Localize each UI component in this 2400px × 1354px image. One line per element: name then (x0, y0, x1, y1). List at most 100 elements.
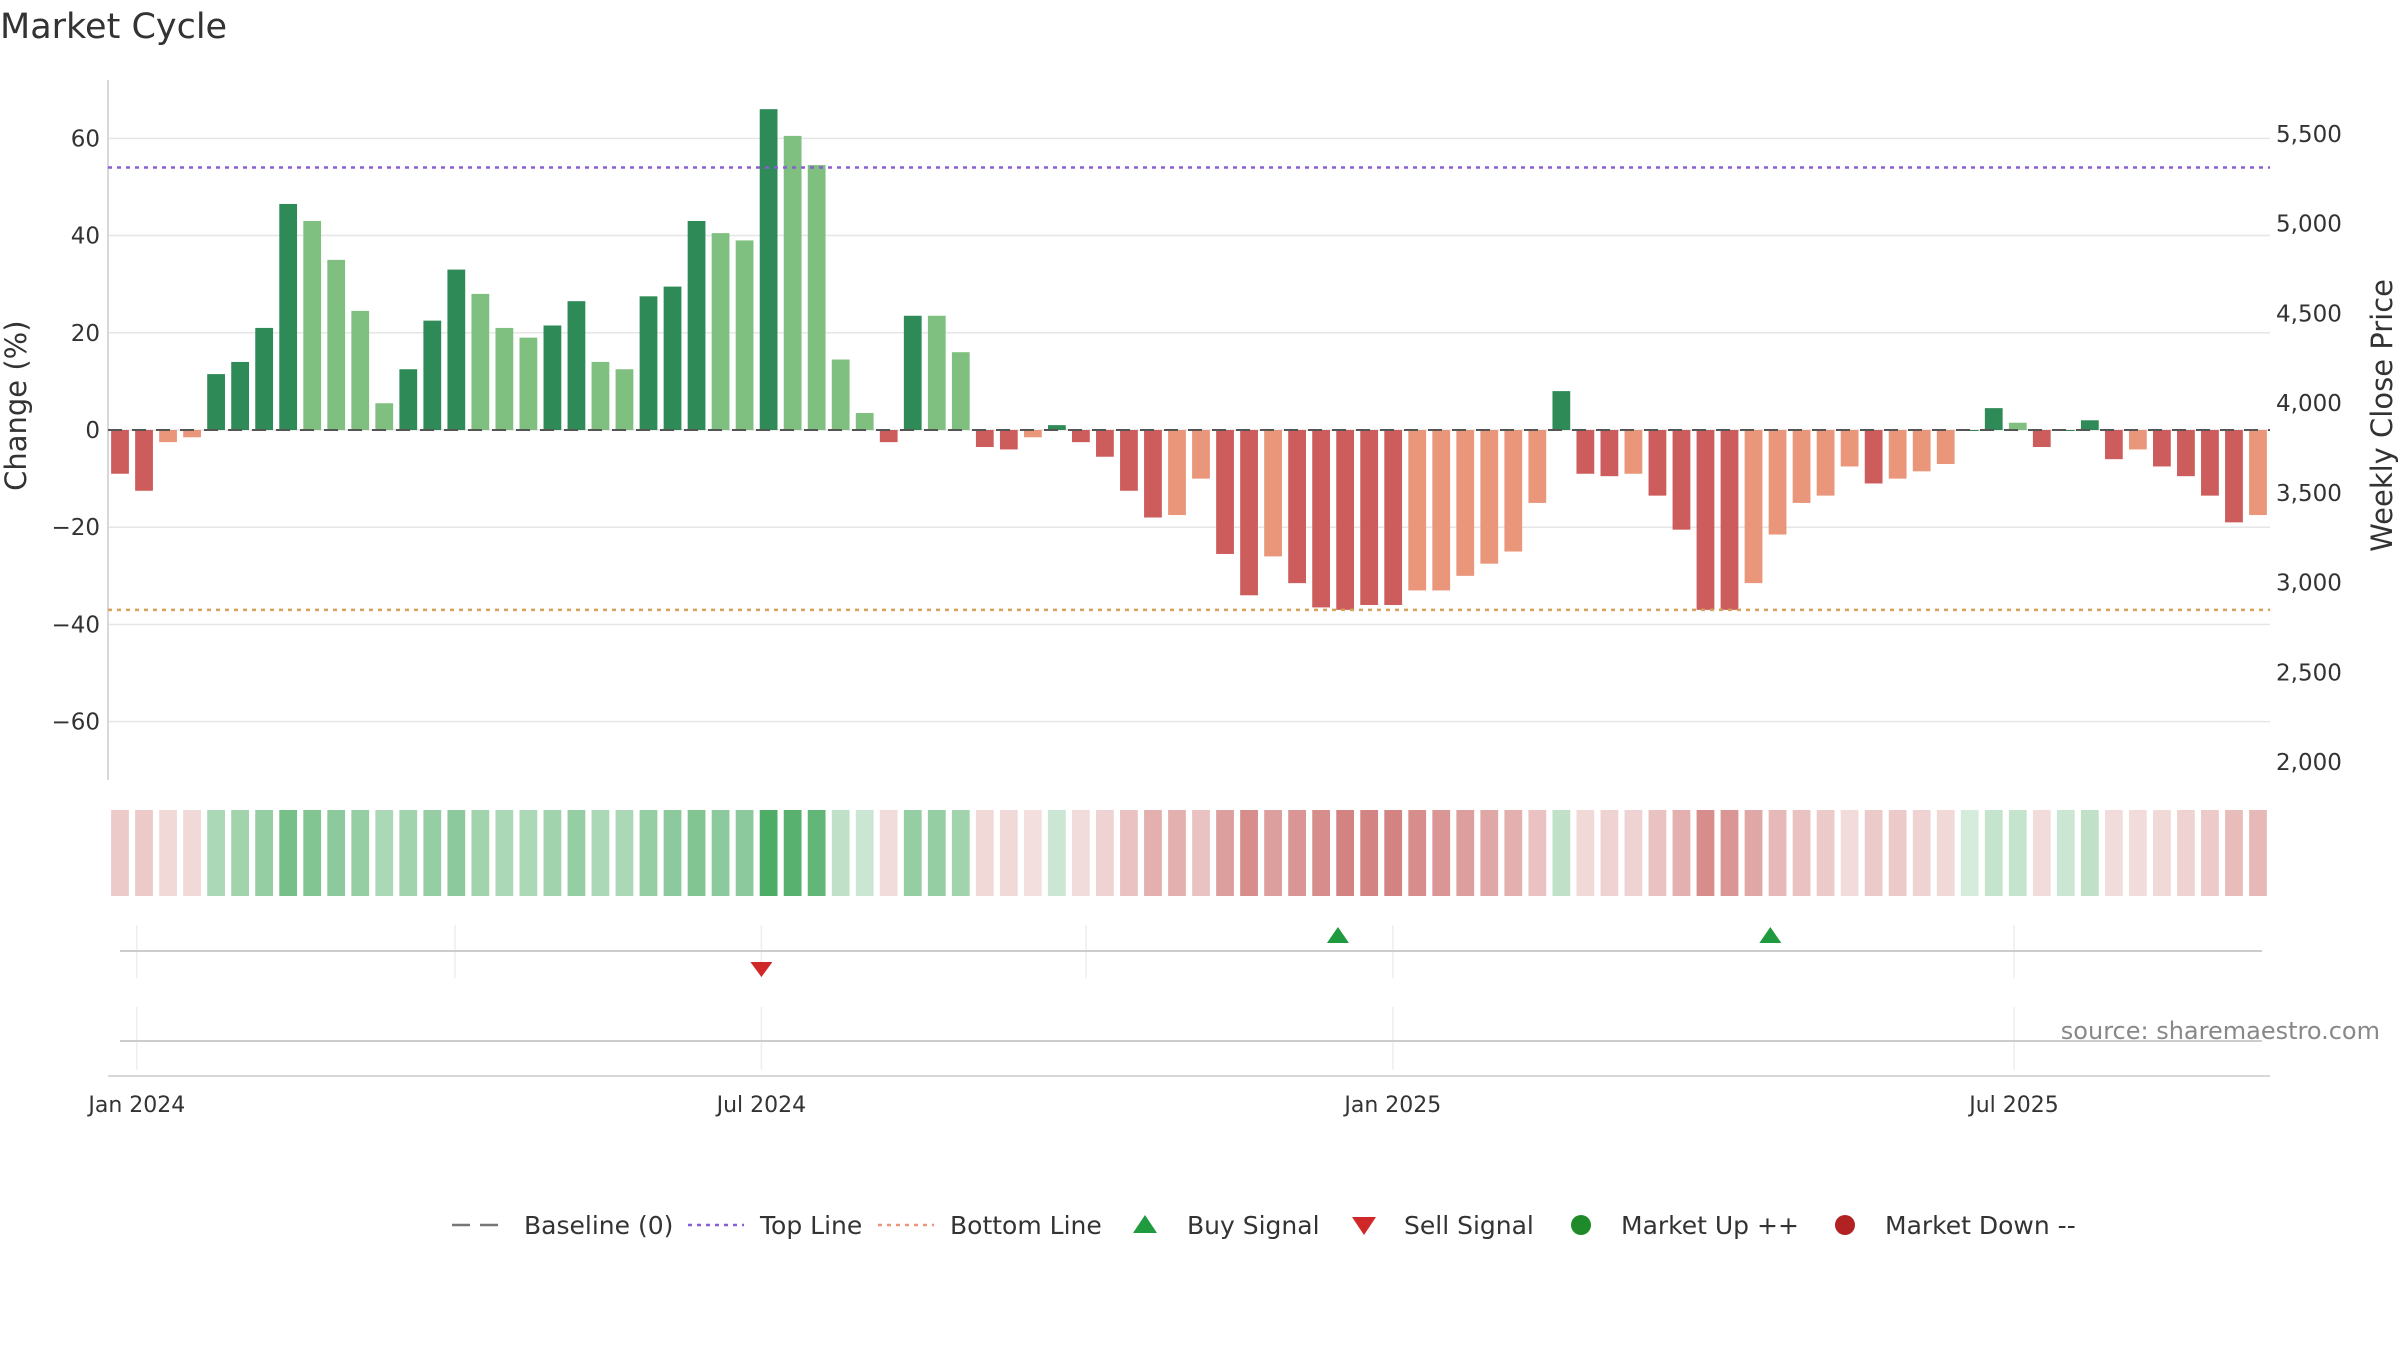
strip-cell (1264, 810, 1282, 896)
strip-cell (1696, 810, 1715, 896)
strip-cell (1504, 810, 1523, 896)
y-right-tick-label: 2,500 (2276, 660, 2342, 686)
y-right-tick-label: 2,000 (2276, 750, 2342, 776)
bar (1840, 430, 1859, 467)
buy-signal-marker (1759, 927, 1782, 943)
bar (1312, 430, 1331, 608)
bar (2032, 430, 2051, 448)
bar (327, 259, 346, 430)
bar (783, 135, 802, 430)
bar (999, 430, 1018, 450)
bar (1384, 430, 1403, 605)
strip-cell (1984, 810, 2003, 896)
bar (1192, 430, 1210, 479)
bar (2008, 422, 2027, 430)
strip-cell (663, 810, 682, 896)
x-tick-label: Jan 2024 (86, 1093, 185, 1118)
bar (1096, 430, 1114, 457)
strip-cell (2201, 810, 2219, 896)
legend-item-baseline: Baseline (0) (452, 1211, 673, 1240)
bar (1144, 430, 1162, 518)
legend-circle-icon (1835, 1215, 1855, 1235)
heat-strip (111, 810, 2267, 896)
bar (255, 327, 274, 430)
strip-cell (1408, 810, 1427, 896)
y-tick-label: 20 (71, 321, 100, 347)
y-axis-title: Change (%) (0, 320, 33, 490)
strip-cell (1096, 810, 1114, 896)
x-tick-label: Jan 2025 (1342, 1093, 1441, 1118)
strip-cell (2225, 810, 2243, 896)
bar (183, 430, 201, 438)
legend-item-buy: Buy Signal (1133, 1211, 1320, 1240)
strip-cell (1600, 810, 1619, 896)
bar (759, 109, 778, 431)
strip-cell (975, 810, 994, 896)
legend-label: Baseline (0) (524, 1211, 673, 1240)
bar (399, 369, 418, 430)
bar (663, 286, 682, 430)
strip-cell (1768, 810, 1787, 896)
bar (903, 315, 922, 430)
bar (711, 233, 730, 430)
strip-cell (1552, 810, 1571, 896)
bar (855, 412, 874, 430)
strip-cell (1456, 810, 1475, 896)
bar (1984, 408, 2003, 430)
y-tick-label: −60 (51, 710, 100, 736)
strip-cell (1072, 810, 1090, 896)
strip-cell (159, 810, 177, 896)
bar (2080, 420, 2099, 430)
bar (1576, 430, 1595, 474)
bar (447, 269, 466, 430)
strip-cell (1192, 810, 1210, 896)
bar (1696, 430, 1715, 610)
legend: Baseline (0) Top Line Bottom Line Buy Signa… (452, 1211, 2076, 1240)
y-right-tick-label: 3,000 (2276, 571, 2342, 597)
strip-cell (879, 810, 898, 896)
strip-cell (567, 810, 586, 896)
bar (543, 325, 562, 430)
strip-cell (807, 810, 826, 896)
strip-cell (351, 810, 370, 896)
signal-panel (120, 925, 2262, 978)
strip-cell (1144, 810, 1162, 896)
bar (879, 430, 898, 443)
strip-cell (759, 810, 778, 896)
bar (567, 301, 586, 430)
bar (471, 293, 490, 430)
y-tick-label: 60 (71, 126, 100, 152)
strip-cell (1576, 810, 1595, 896)
strip-cell (1744, 810, 1763, 896)
legend-item-mdown: Market Down -- (1835, 1211, 2076, 1240)
bar (735, 240, 754, 430)
legend-label: Buy Signal (1187, 1211, 1320, 1240)
strip-cell (1648, 810, 1667, 896)
bar (135, 430, 153, 491)
y-tick-label: −40 (51, 612, 100, 638)
strip-cell (2032, 810, 2051, 896)
strip-cell (1528, 810, 1547, 896)
strip-cell (207, 810, 225, 896)
bar (1168, 430, 1186, 516)
bar (375, 403, 394, 430)
bar (2201, 430, 2219, 496)
bar (1360, 430, 1379, 605)
bar (1120, 430, 1138, 491)
strip-cell (2249, 810, 2267, 896)
bar (279, 203, 298, 430)
bar (1408, 430, 1427, 591)
strip-cell (1023, 810, 1042, 896)
bar (1936, 430, 1955, 465)
buy-signal-marker (1326, 927, 1349, 943)
x-axis: Jan 2024 Jul 2024 Jan 2025 Jul 2025 (86, 1075, 2270, 1118)
bar (927, 315, 946, 430)
bar (159, 430, 177, 443)
bar (831, 359, 850, 430)
strip-cell (279, 810, 298, 896)
bar (2128, 430, 2147, 450)
strip-cell (927, 810, 946, 896)
strip-cell (615, 810, 634, 896)
strip-cell (135, 810, 153, 896)
y-right-tick-label: 4,500 (2276, 301, 2342, 327)
